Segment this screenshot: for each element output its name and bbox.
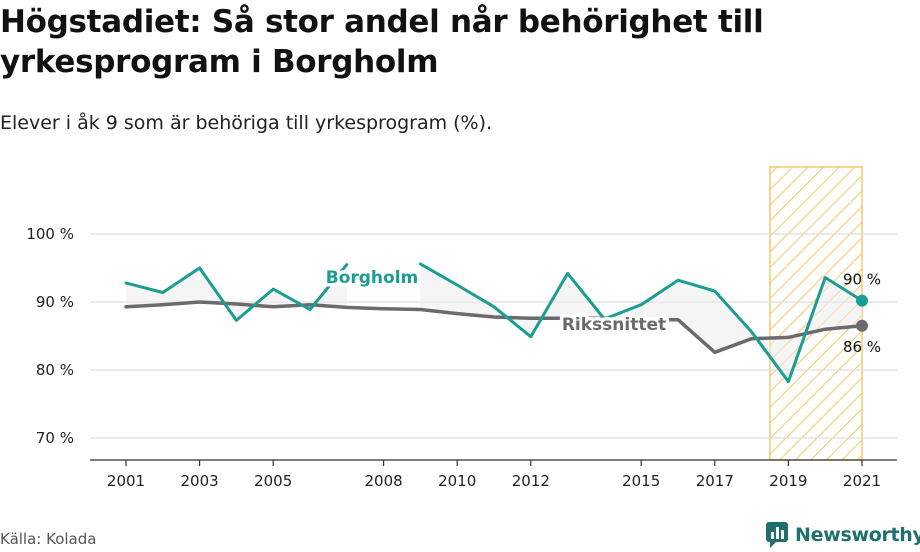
y-tick-label: 100 % bbox=[26, 225, 74, 243]
series-line-rikssnittet bbox=[124, 300, 864, 355]
y-tick-label: 80 % bbox=[36, 361, 74, 379]
end-point-borgholm bbox=[856, 294, 868, 307]
line-chart: 70 % 80 % 90 % 100 % 2001 2003 2005 2008 2010 201… bbox=[26, 166, 897, 490]
x-tick-label: 2012 bbox=[512, 472, 550, 490]
difference-area bbox=[641, 280, 678, 320]
source-note: Källa: Kolada bbox=[0, 530, 97, 548]
y-tick-label: 90 % bbox=[36, 293, 74, 311]
x-tick-label: 2015 bbox=[622, 472, 660, 490]
difference-area bbox=[825, 277, 862, 330]
x-tick-label: 2003 bbox=[181, 472, 219, 490]
end-point-rikssnittet bbox=[856, 319, 868, 332]
chart-subtitle: Elever i åk 9 som är behöriga till yrkes… bbox=[0, 112, 493, 134]
end-label-rikssnittet: 86 % bbox=[843, 338, 881, 356]
difference-area bbox=[126, 282, 163, 307]
x-tick-label: 2001 bbox=[107, 472, 145, 490]
difference-area bbox=[714, 291, 752, 353]
x-tick-label: 2005 bbox=[254, 472, 292, 490]
series-label-borgholm: Borgholm bbox=[326, 268, 419, 288]
difference-area bbox=[678, 280, 715, 353]
newsworthy-icon bbox=[766, 522, 788, 548]
x-tick-label: 2010 bbox=[438, 472, 476, 490]
newsworthy-logo: Newsworthy bbox=[765, 520, 920, 550]
x-tick-label: 2021 bbox=[843, 472, 881, 490]
difference-area bbox=[162, 268, 200, 305]
x-tick-label: 2008 bbox=[365, 472, 403, 490]
x-tick-label: 2017 bbox=[696, 472, 734, 490]
difference-area bbox=[420, 263, 458, 314]
series-line-borgholm bbox=[124, 262, 864, 384]
series-label-rikssnittet: Rikssnittet bbox=[562, 315, 666, 335]
brand-name: Newsworthy bbox=[795, 524, 920, 546]
x-tick-label: 2019 bbox=[769, 472, 807, 490]
chart-title: Högstadiet: Så stor andel når behörighet… bbox=[0, 4, 764, 80]
difference-area bbox=[457, 285, 494, 317]
end-label-borgholm: 90 % bbox=[843, 271, 881, 289]
y-tick-label: 70 % bbox=[36, 429, 74, 447]
